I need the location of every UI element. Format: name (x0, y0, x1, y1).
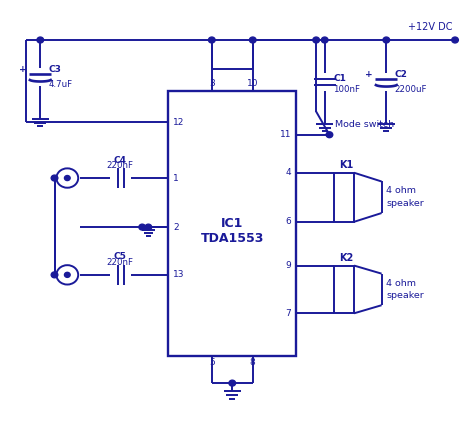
Text: 220nF: 220nF (107, 258, 133, 267)
Circle shape (249, 37, 256, 43)
Text: 9: 9 (285, 261, 292, 270)
Circle shape (452, 37, 458, 43)
Text: 4 ohm: 4 ohm (386, 279, 416, 288)
Text: K1: K1 (339, 160, 353, 170)
Circle shape (145, 224, 152, 230)
Circle shape (64, 176, 70, 181)
Text: 100nF: 100nF (333, 85, 360, 94)
Text: C5: C5 (113, 252, 127, 261)
Text: +: + (365, 70, 373, 79)
Circle shape (383, 37, 390, 43)
Text: 2: 2 (173, 223, 179, 232)
Text: C2: C2 (395, 70, 408, 79)
Text: 4.7uF: 4.7uF (49, 80, 73, 89)
Circle shape (64, 272, 70, 277)
Circle shape (37, 37, 44, 43)
Text: speaker: speaker (386, 291, 424, 300)
Text: 220nF: 220nF (107, 162, 133, 171)
Text: Mode switch: Mode switch (335, 120, 394, 129)
Circle shape (229, 380, 236, 386)
Text: 6: 6 (285, 217, 292, 226)
Circle shape (209, 37, 215, 43)
Text: C4: C4 (113, 156, 127, 165)
Text: 4 ohm: 4 ohm (386, 187, 416, 195)
Text: 2200uF: 2200uF (395, 85, 428, 94)
Text: 10: 10 (247, 79, 258, 88)
Bar (334, 173, 354, 222)
Text: 4: 4 (286, 168, 292, 177)
Text: 1: 1 (173, 173, 179, 183)
Circle shape (326, 132, 333, 138)
Text: IC1
TDA1553: IC1 TDA1553 (201, 217, 264, 245)
Bar (334, 266, 354, 313)
Text: 11: 11 (280, 130, 292, 139)
Text: +: + (19, 65, 27, 74)
Text: 5: 5 (209, 359, 215, 368)
Text: 7: 7 (285, 309, 292, 318)
Text: 12: 12 (173, 117, 184, 127)
Text: K2: K2 (339, 253, 353, 263)
Text: C1: C1 (333, 74, 346, 83)
Text: +12V DC: +12V DC (408, 22, 453, 32)
Text: 3: 3 (209, 79, 215, 88)
Circle shape (51, 175, 58, 181)
Bar (168, 91, 296, 356)
Text: 13: 13 (173, 270, 185, 280)
Circle shape (51, 272, 58, 278)
Text: 8: 8 (250, 359, 255, 368)
Circle shape (139, 224, 146, 230)
Text: speaker: speaker (386, 199, 424, 208)
Circle shape (313, 37, 319, 43)
Text: C3: C3 (49, 65, 62, 74)
Circle shape (321, 37, 328, 43)
